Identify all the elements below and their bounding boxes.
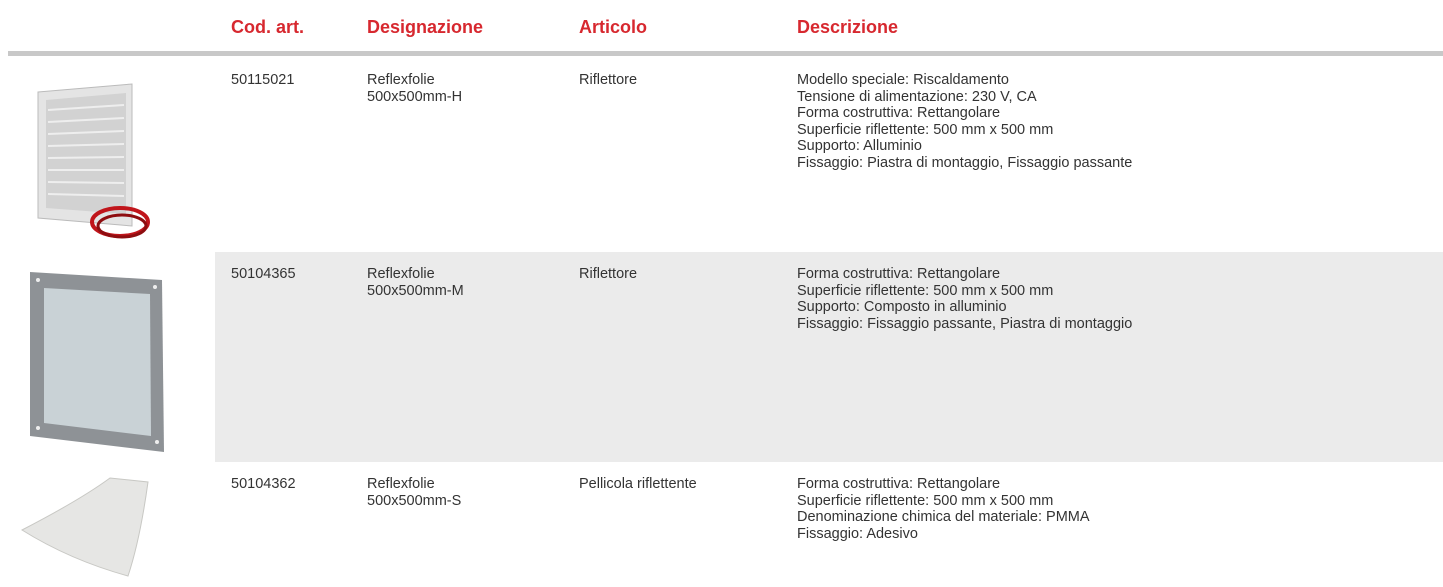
column-header: Designazione	[367, 17, 484, 37]
text-line: Denominazione chimica del materiale: PMM…	[797, 509, 1090, 525]
text-line: Modello speciale: Riscaldamento	[797, 72, 1009, 88]
text-line: Reflexfolie	[367, 476, 435, 492]
cell-designation: Reflexfolie 500x500mm-S	[367, 476, 461, 509]
cell-description: Modello speciale: Riscaldamento Tensione …	[797, 72, 1132, 171]
column-header: Articolo	[579, 17, 648, 37]
table-row: 50104365 Reflexfolie 500x500mm-M Riflettore…	[0, 252, 1443, 462]
text-line: Forma costruttiva: Rettangolare	[797, 266, 1001, 282]
header-rule	[8, 51, 1443, 56]
text-line: Superficie riflettente: 500 mm x 500 mm	[797, 121, 1054, 138]
row-background	[215, 252, 1443, 462]
text-line: Superficie riflettente: 500 mm x 500 mm	[797, 492, 1054, 509]
text-line: Forma costruttiva: Rettangolare	[797, 476, 1001, 492]
cell-designation: Reflexfolie 500x500mm-H	[367, 72, 462, 105]
cell-article: Riflettore	[579, 266, 638, 282]
text-line: Superficie riflettente: 500 mm x 500 mm	[797, 282, 1054, 299]
cell-code: 50104365	[231, 266, 296, 282]
cell-description: Forma costruttiva: Rettangolare Superfici…	[797, 476, 1090, 542]
image-heater	[37, 83, 150, 239]
text-line: 500x500mm-M	[367, 282, 464, 299]
text-line: Fissaggio: Adesivo	[797, 525, 918, 542]
text-line: Fissaggio: Piastra di montaggio, Fissagg…	[797, 154, 1133, 171]
text-line: Fissaggio: Fissaggio passante, Piastra d…	[797, 315, 1133, 332]
cell-article: Riflettore	[579, 72, 638, 88]
cell-code: 50115021	[231, 72, 295, 88]
table-row: 50104362 Reflexfolie 500x500mm-S Pellicola …	[0, 462, 1443, 587]
cell-article: Pellicola riflettente	[579, 476, 697, 492]
column-header: Descrizione	[797, 17, 899, 37]
text-line: Tensione di alimentazione: 230 V, CA	[797, 88, 1037, 105]
table-row: 50115021 Reflexfolie 500x500mm-H Riflettore…	[0, 58, 1443, 252]
image-panel	[30, 272, 164, 452]
text-line: Reflexfolie	[367, 266, 435, 282]
cell-description: Forma costruttiva: Rettangolare Superfici…	[797, 266, 1132, 332]
text-line: 500x500mm-H	[367, 88, 463, 105]
text-line: Reflexfolie	[367, 72, 435, 88]
text-line: Supporto: Alluminio	[797, 138, 922, 154]
text-line: Supporto: Composto in alluminio	[797, 299, 1007, 315]
text-line: 500x500mm-S	[367, 492, 462, 509]
cell-code: 50104362	[231, 476, 296, 492]
text-line: Forma costruttiva: Rettangolare	[797, 105, 1001, 121]
image-film	[20, 477, 149, 577]
column-header: Cod. art.	[231, 17, 305, 37]
cell-designation: Reflexfolie 500x500mm-M	[367, 266, 464, 299]
product-images	[20, 83, 164, 577]
